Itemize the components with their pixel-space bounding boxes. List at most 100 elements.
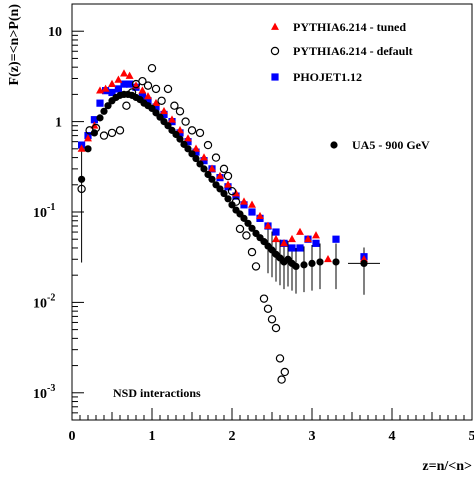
point-filled-circle xyxy=(78,175,86,183)
point-square xyxy=(144,97,152,105)
point-square xyxy=(96,99,104,107)
point-open-circle xyxy=(275,354,285,363)
point-open-circle xyxy=(77,184,86,194)
x-tick-label: 0 xyxy=(69,429,76,444)
point-open-circle xyxy=(99,131,109,140)
point-triangle xyxy=(240,197,248,205)
point-filled-circle xyxy=(308,259,316,268)
point-triangle xyxy=(280,239,288,247)
point-filled-circle xyxy=(300,261,308,269)
point-open-circle xyxy=(251,262,261,271)
point-square xyxy=(240,201,248,209)
point-filled-circle xyxy=(196,160,204,168)
point-triangle xyxy=(120,69,128,77)
point-triangle xyxy=(77,144,86,152)
legend-marker xyxy=(270,46,280,56)
point-triangle xyxy=(256,211,264,220)
point-square xyxy=(108,88,116,97)
point-triangle xyxy=(200,153,208,161)
point-open-circle xyxy=(127,88,137,97)
annotation-nsd: NSD interactions xyxy=(113,386,201,400)
point-triangle xyxy=(160,106,168,115)
x-tick-label: 2 xyxy=(229,429,236,444)
point-square xyxy=(138,92,146,101)
point-filled-circle xyxy=(228,201,236,209)
error-bars xyxy=(81,148,380,295)
x-tick-labels: 0 1 2 3 4 5 xyxy=(69,429,474,444)
point-filled-circle xyxy=(200,165,208,173)
point-triangle xyxy=(176,126,184,134)
point-open-circle xyxy=(211,153,221,162)
point-open-circle xyxy=(235,224,245,234)
point-filled-circle xyxy=(184,145,192,153)
point-filled-circle xyxy=(224,195,232,203)
point-filled-circle xyxy=(292,262,300,271)
point-triangle xyxy=(101,84,110,92)
point-triangle xyxy=(216,171,224,179)
point-open-circle xyxy=(175,107,185,116)
point-open-circle xyxy=(157,96,166,105)
point-triangle xyxy=(144,92,152,100)
point-filled-circle xyxy=(220,189,228,198)
legend-marker xyxy=(271,22,279,30)
axis-ticks xyxy=(71,3,473,421)
point-filled-circle xyxy=(104,102,112,110)
x-tick-label: 5 xyxy=(469,429,474,444)
point-filled-circle xyxy=(244,219,252,227)
point-triangle xyxy=(138,86,147,94)
legend-marker xyxy=(330,141,338,149)
point-triangle xyxy=(312,231,320,239)
point-filled-circle xyxy=(208,175,216,183)
point-triangle xyxy=(272,234,280,243)
point-open-circle xyxy=(107,128,117,138)
point-square xyxy=(184,138,192,146)
point-open-circle xyxy=(280,367,289,377)
point-open-circle xyxy=(115,126,125,135)
point-open-circle xyxy=(122,101,131,110)
x-tick-label: 3 xyxy=(309,429,316,444)
point-filled-circle xyxy=(84,145,92,153)
point-filled-circle xyxy=(96,114,104,122)
point-filled-circle xyxy=(360,259,368,268)
legend-marker xyxy=(271,73,279,81)
point-square xyxy=(120,80,128,88)
point-filled-circle xyxy=(192,154,200,163)
point-open-circle xyxy=(163,84,173,94)
y-tick-label: 10-2 xyxy=(33,292,55,311)
legend-label: PYTHIA6.214 - default xyxy=(293,44,413,58)
point-filled-circle xyxy=(176,135,184,143)
point-filled-circle xyxy=(248,224,256,232)
point-filled-circle xyxy=(188,150,196,158)
legend-label: PYTHIA6.214 - tuned xyxy=(293,20,406,34)
point-triangle xyxy=(152,98,160,107)
y-tick-label: 10-1 xyxy=(33,202,55,221)
point-square xyxy=(192,148,200,156)
point-open-circle xyxy=(219,164,229,174)
point-filled-circle xyxy=(204,170,212,179)
point-triangle xyxy=(324,254,332,263)
point-triangle xyxy=(192,144,200,152)
point-open-circle xyxy=(147,63,157,73)
legend: PYTHIA6.214 - tuned PYTHIA6.214 - default… xyxy=(270,20,430,152)
point-open-circle xyxy=(151,84,161,94)
point-triangle xyxy=(304,234,312,243)
point-open-circle xyxy=(271,323,281,333)
point-square xyxy=(90,116,98,124)
point-triangle xyxy=(84,134,92,142)
y-tick-label: 10-3 xyxy=(33,383,55,402)
point-open-circle xyxy=(231,197,241,206)
point-triangle xyxy=(125,71,134,79)
point-square xyxy=(248,208,256,216)
point-square xyxy=(160,110,168,119)
point-filled-circle xyxy=(332,258,340,266)
point-filled-circle xyxy=(100,107,108,115)
plot-frame xyxy=(71,3,473,421)
point-triangle xyxy=(264,221,272,229)
point-open-circle xyxy=(195,128,205,138)
point-open-circle xyxy=(263,304,273,313)
point-open-circle xyxy=(138,76,147,86)
point-square xyxy=(152,103,160,111)
point-open-circle xyxy=(187,126,197,135)
point-triangle xyxy=(360,254,368,263)
